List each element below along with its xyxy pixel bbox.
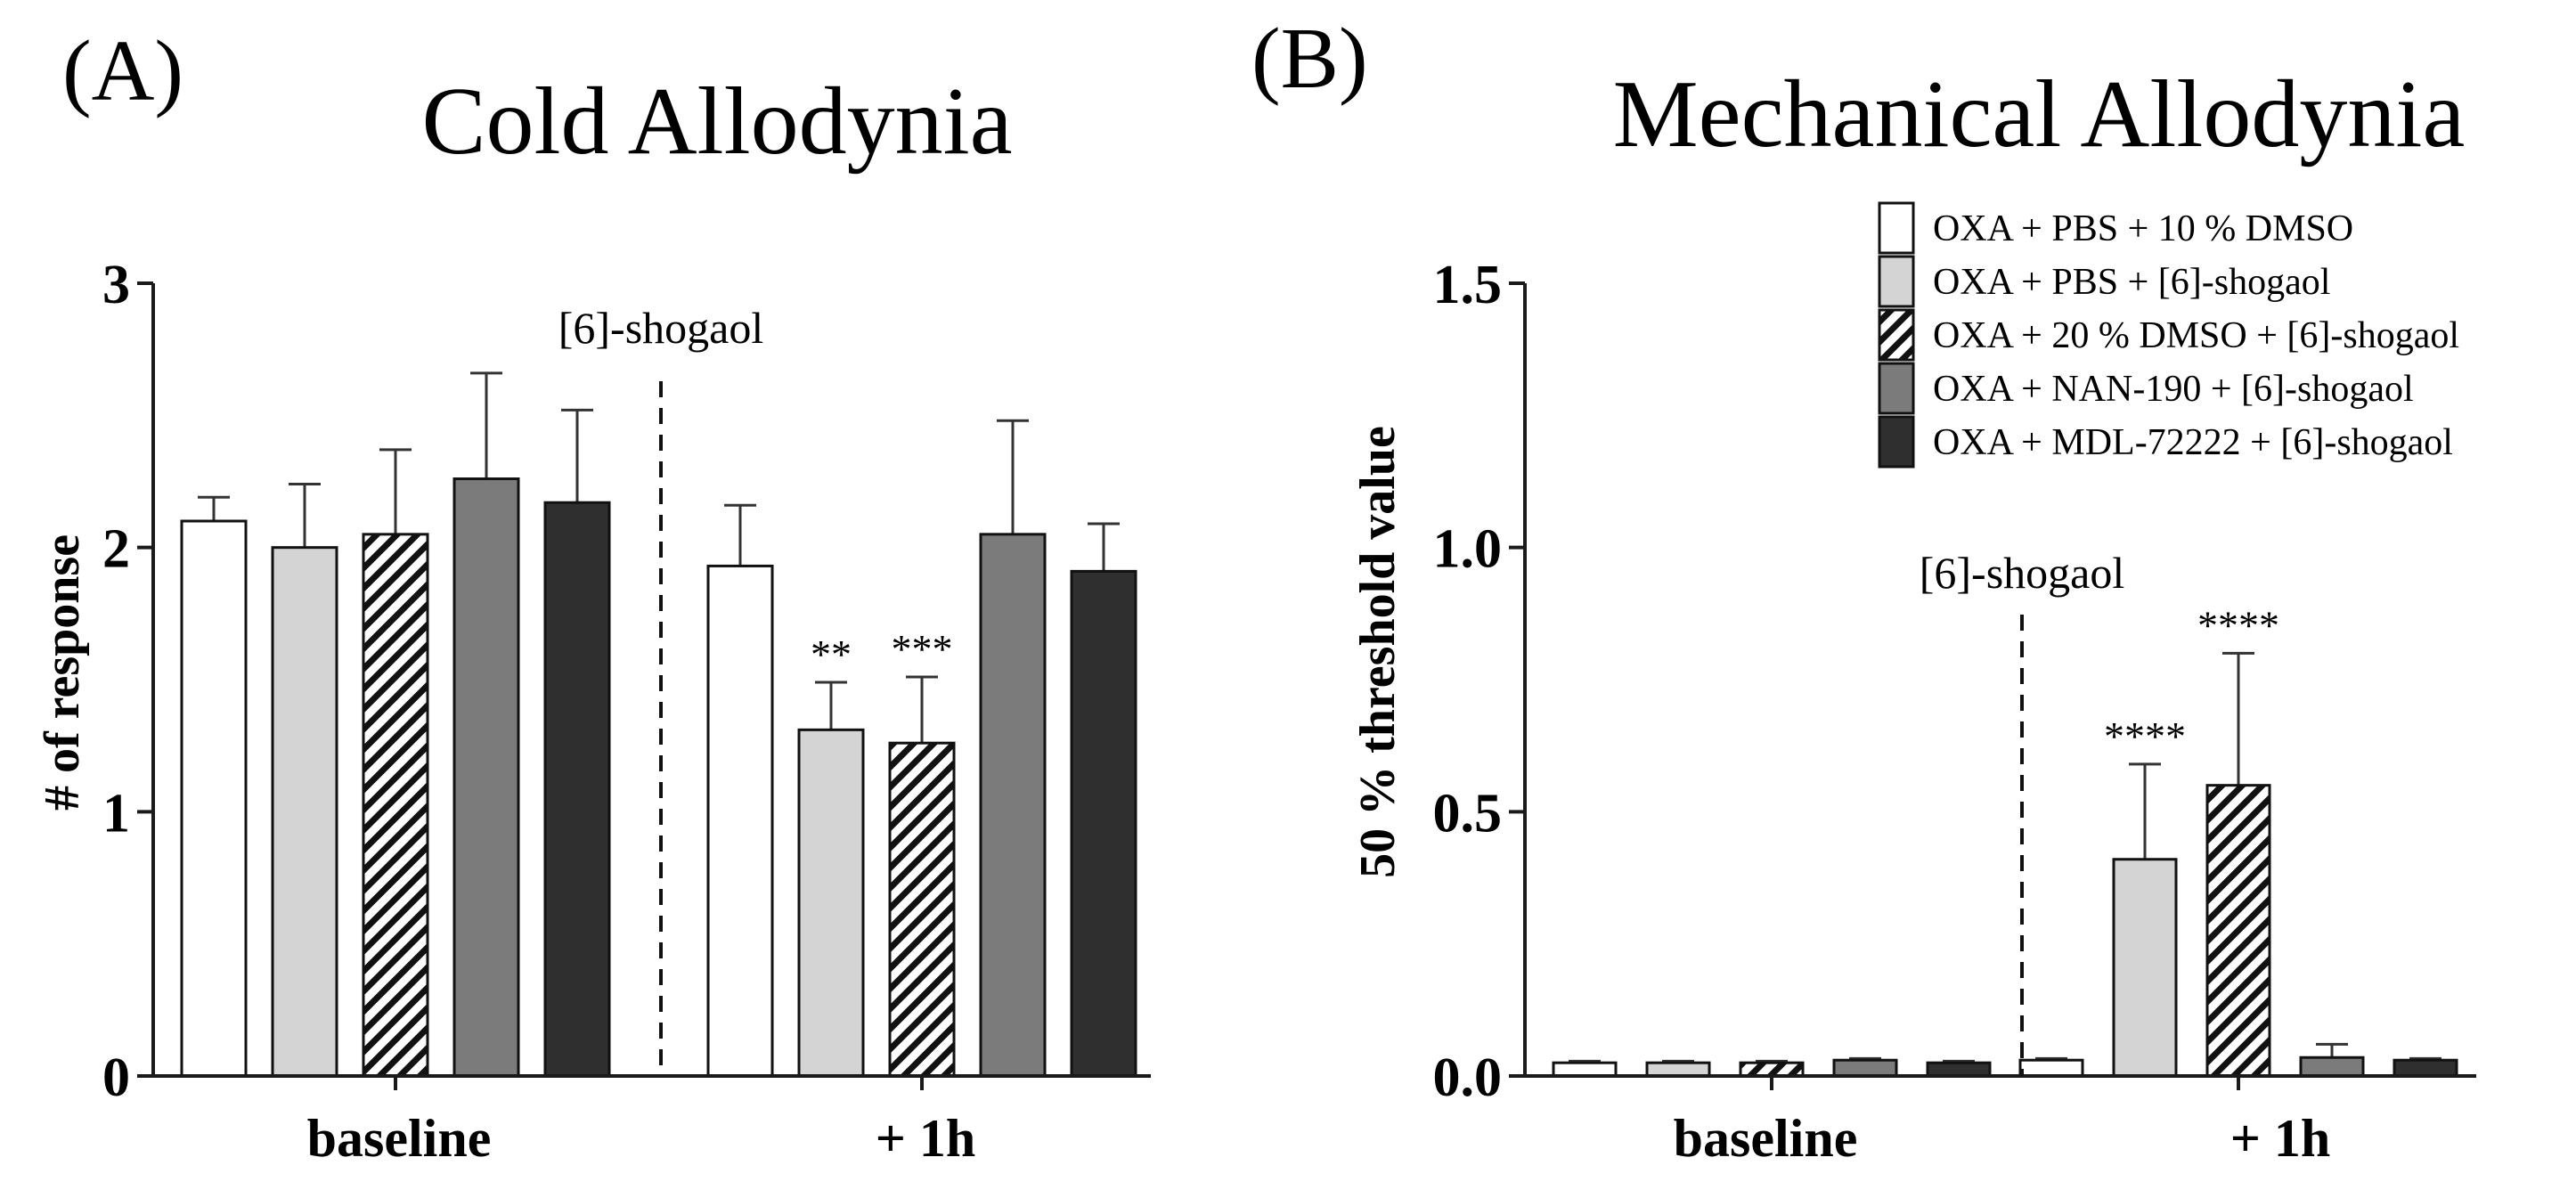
bar [2018,1058,2084,1078]
panel-a-xcat-baseline: baseline [307,1109,492,1168]
legend-item: OXA + MDL-72222 + [6]-shogaol [1878,415,2453,469]
panel-a-ylabel: # of response [35,534,90,811]
legend-item: OXA + 20 % DMSO + [6]-shogaol [1878,308,2459,362]
legend-swatch [1878,308,1915,362]
panel-a-title: Cold Allodynia [421,69,1012,175]
y-tick-label: 0.5 [1433,783,1503,844]
legend-swatch [1878,201,1915,255]
panel-a-xcat-1h: + 1h [876,1109,976,1168]
panel-b-axes [1523,283,2476,1090]
panel-a-label: (A) [62,23,183,119]
y-tick-label: 0 [102,1047,130,1108]
legend-item: OXA + PBS + 10 % DMSO [1878,201,2353,255]
panel-b-label: (B) [1251,11,1368,107]
legend-swatch [1878,415,1915,469]
panel-b-yticks: 0.0 0.5 1.0 1.5 [1433,255,1525,1108]
panel-b-chart: (B) Mechanical Allodynia 50 % threshold … [1251,11,2476,1168]
bar [2299,1056,2365,1078]
bar [452,477,520,1078]
bar [2393,1058,2458,1078]
significance-label: **** [2104,713,2186,759]
legend-label: OXA + NAN-190 + [6]-shogaol [1933,369,2414,410]
panel-b-ylabel: 50 % threshold value [1350,426,1406,878]
y-tick-label: 1.5 [1433,255,1503,315]
bar [271,546,338,1078]
panel-a-chart: (A) Cold Allodynia # of response 0 1 2 3 **… [35,23,1151,1168]
panel-b-title: Mechanical Allodynia [1613,61,2466,167]
bar [2205,784,2271,1078]
bar [180,519,248,1078]
y-tick-label: 1 [102,783,130,844]
y-tick-label: 2 [102,519,130,580]
y-tick-label: 0.0 [1433,1047,1503,1108]
bar [362,533,429,1078]
panel-a-yticks: 0 1 2 3 [102,255,153,1108]
bar [543,501,611,1078]
y-tick-label: 3 [102,255,130,315]
bar [888,741,956,1078]
bar [797,728,865,1078]
panel-b-bars: **** **** [1552,602,2458,1078]
legend: OXA + PBS + 10 % DMSO OXA + PBS + [6]-sh… [1878,201,2459,469]
bar [1645,1061,1711,1078]
legend-label: OXA + 20 % DMSO + [6]-shogaol [1933,315,2459,356]
bar [979,533,1047,1078]
bar [2112,858,2178,1078]
significance-label: **** [2197,602,2279,648]
legend-item: OXA + NAN-190 + [6]-shogaol [1878,362,2414,415]
panel-b-xcat-baseline: baseline [1674,1109,1858,1168]
bar [706,564,774,1078]
legend-label: OXA + PBS + 10 % DMSO [1933,208,2353,249]
bar [1070,569,1137,1078]
bar [1926,1061,1992,1078]
bar [1832,1058,1898,1078]
legend-label: OXA + MDL-72222 + [6]-shogaol [1933,422,2453,463]
panel-a-bars: ** *** [180,371,1137,1078]
significance-label: ** [811,632,852,677]
bar [1739,1061,1805,1078]
legend-swatch [1878,362,1915,415]
panel-b-divider-label: [6]-shogaol [1920,548,2125,598]
bar [1552,1061,1618,1078]
panel-a-divider-label: [6]-shogaol [558,303,764,353]
panel-b-xcat-1h: + 1h [2230,1109,2331,1168]
legend-item: OXA + PBS + [6]-shogaol [1878,255,2330,308]
legend-swatch [1878,255,1915,308]
panel-a-axes [151,283,1151,1090]
legend-label: OXA + PBS + [6]-shogaol [1933,262,2330,303]
significance-label: *** [892,626,953,672]
y-tick-label: 1.0 [1433,519,1503,580]
